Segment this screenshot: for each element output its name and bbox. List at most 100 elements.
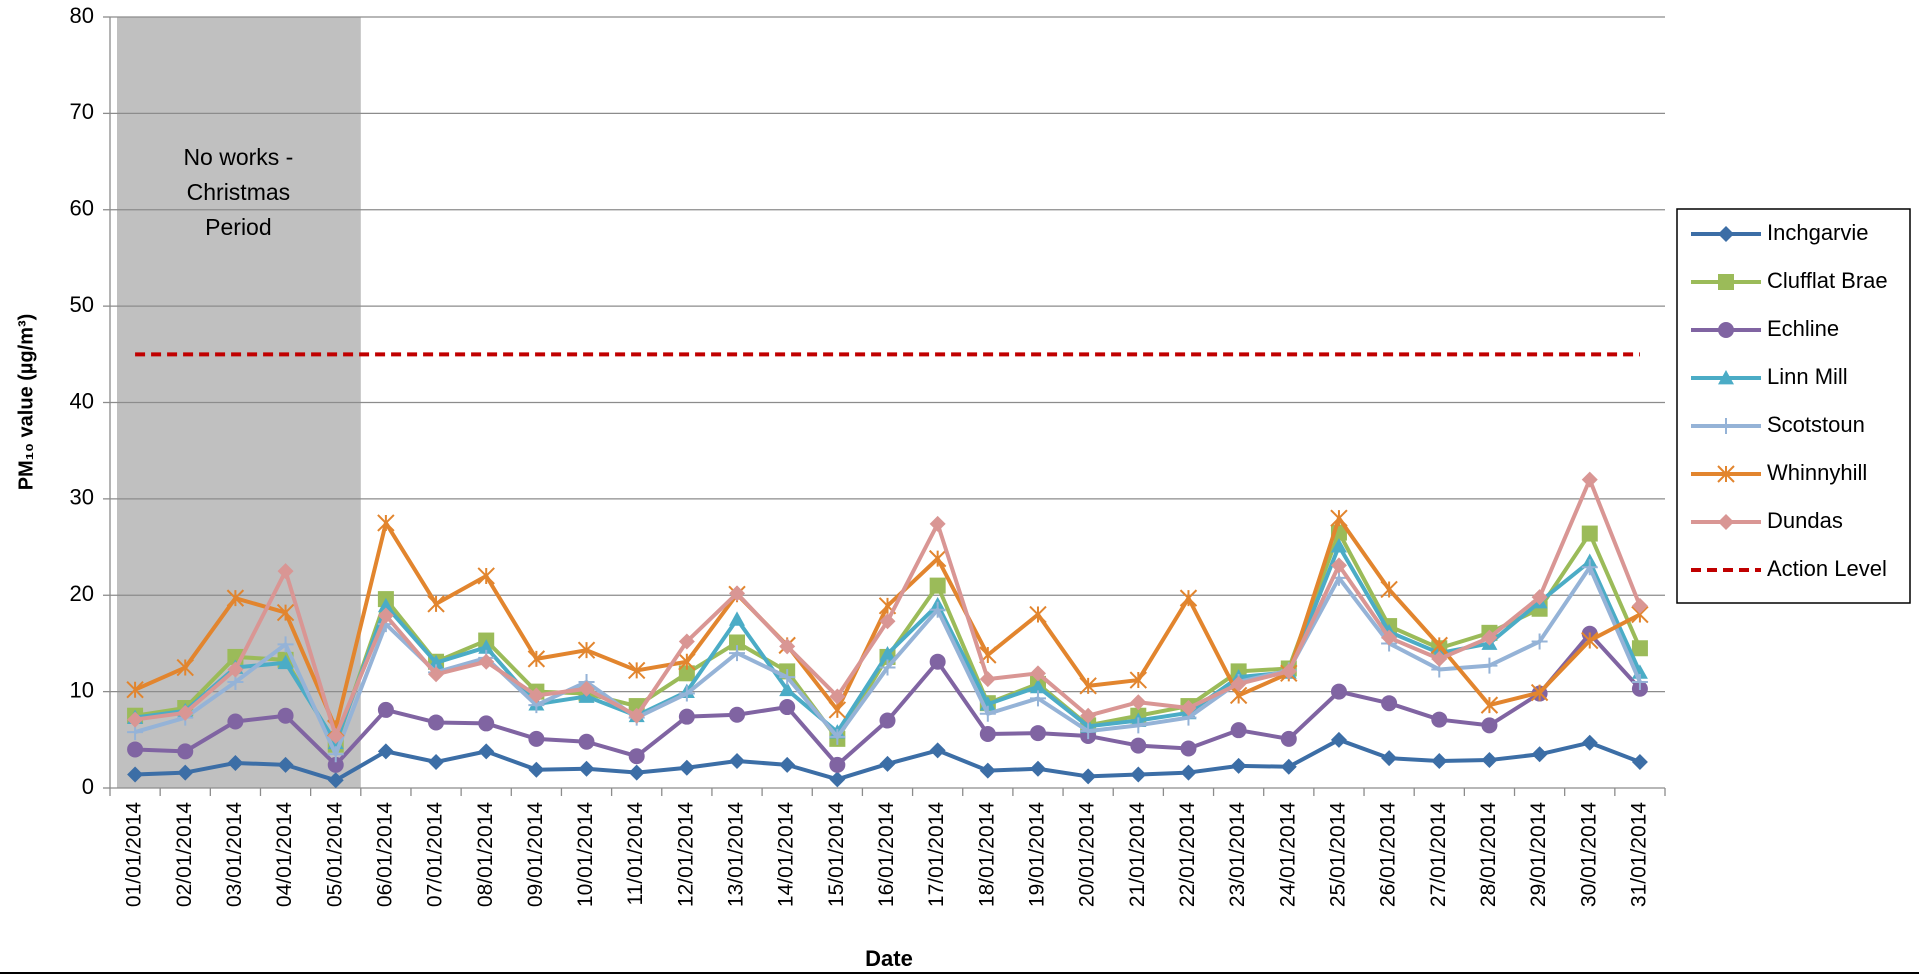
marker <box>1130 694 1147 711</box>
marker <box>879 755 896 772</box>
marker <box>1029 690 1046 707</box>
marker <box>428 666 445 683</box>
marker <box>1431 711 1448 728</box>
marker <box>1431 650 1448 667</box>
marker <box>277 756 294 773</box>
x-tick-label: 01/01/2014 <box>123 802 146 907</box>
marker <box>828 701 847 719</box>
x-axis-title: Date <box>865 946 913 971</box>
marker <box>1531 589 1548 606</box>
legend-label: Whinnyhill <box>1767 460 1867 485</box>
marker <box>127 766 144 783</box>
marker <box>779 699 796 716</box>
y-tick-label: 30 <box>70 485 94 510</box>
marker <box>729 706 746 723</box>
x-tick-label: 02/01/2014 <box>173 802 196 907</box>
x-tick-label: 14/01/2014 <box>775 802 798 907</box>
x-tick-label: 15/01/2014 <box>825 802 848 907</box>
marker <box>327 772 344 789</box>
x-tick-label: 12/01/2014 <box>674 802 697 907</box>
marker <box>428 654 445 670</box>
marker <box>929 577 946 594</box>
marker <box>277 654 294 670</box>
marker <box>1330 509 1348 527</box>
x-tick-label: 30/01/2014 <box>1577 802 1600 907</box>
marker <box>1080 707 1097 724</box>
shaded-period-label: Christmas <box>187 179 291 205</box>
y-tick-label: 40 <box>70 388 94 413</box>
x-tick-label: 16/01/2014 <box>875 802 898 907</box>
marker <box>327 727 344 744</box>
x-tick-label: 26/01/2014 <box>1377 802 1400 907</box>
x-tick-label: 13/01/2014 <box>725 802 748 907</box>
marker <box>1480 696 1499 714</box>
x-tick-label: 25/01/2014 <box>1326 802 1349 907</box>
marker <box>527 650 546 668</box>
y-axis-title: PM₁₀ value (µg/m³) <box>15 314 37 491</box>
marker <box>528 730 545 747</box>
x-tick-label: 11/01/2014 <box>624 802 647 906</box>
marker <box>729 585 746 602</box>
marker <box>829 756 846 773</box>
legend-label: Scotstoun <box>1767 412 1865 437</box>
marker <box>1481 657 1498 674</box>
y-tick-label: 20 <box>70 581 94 606</box>
marker <box>1481 752 1498 769</box>
marker <box>628 764 645 781</box>
marker <box>1230 722 1247 739</box>
marker <box>578 733 595 750</box>
marker <box>427 595 445 613</box>
x-tick-label: 22/01/2014 <box>1176 802 1199 907</box>
y-tick-label: 70 <box>70 99 94 124</box>
marker <box>729 634 746 651</box>
marker <box>979 762 996 779</box>
marker <box>578 680 595 697</box>
marker <box>1718 370 1734 385</box>
marker <box>628 748 645 765</box>
marker <box>577 641 596 659</box>
marker <box>928 549 947 568</box>
marker <box>277 707 294 724</box>
marker <box>678 759 695 776</box>
x-tick-label: 06/01/2014 <box>373 802 396 907</box>
marker <box>1330 557 1347 574</box>
marker <box>227 754 244 771</box>
marker <box>1718 514 1734 530</box>
marker <box>979 705 996 722</box>
x-tick-label: 19/01/2014 <box>1026 802 1049 907</box>
marker <box>377 607 394 624</box>
marker <box>829 728 846 745</box>
marker <box>478 639 495 654</box>
marker <box>779 669 796 686</box>
legend-box <box>1676 208 1911 604</box>
marker <box>478 653 495 670</box>
marker <box>1179 589 1198 607</box>
marker <box>176 658 194 677</box>
marker <box>1080 768 1097 785</box>
marker <box>1581 734 1598 751</box>
y-tick-label: 50 <box>70 292 94 317</box>
marker <box>1718 226 1734 242</box>
marker <box>1581 631 1599 650</box>
marker <box>979 671 996 688</box>
legend-label: Linn Mill <box>1767 364 1848 389</box>
x-tick-label: 27/01/2014 <box>1427 802 1450 907</box>
marker <box>1029 678 1046 694</box>
marker <box>1280 663 1297 680</box>
marker <box>1130 766 1147 783</box>
marker <box>779 756 796 773</box>
marker <box>929 742 946 759</box>
marker <box>1581 559 1598 576</box>
x-tick-label: 09/01/2014 <box>524 802 547 907</box>
marker <box>678 685 695 702</box>
marker <box>127 711 144 728</box>
marker <box>127 741 144 758</box>
marker <box>729 645 746 662</box>
y-tick-label: 60 <box>70 196 94 221</box>
marker <box>929 515 946 532</box>
marker <box>1430 636 1448 655</box>
x-tick-label: 31/01/2014 <box>1627 802 1650 907</box>
marker <box>226 589 245 607</box>
marker <box>678 708 695 725</box>
marker <box>1129 671 1148 689</box>
